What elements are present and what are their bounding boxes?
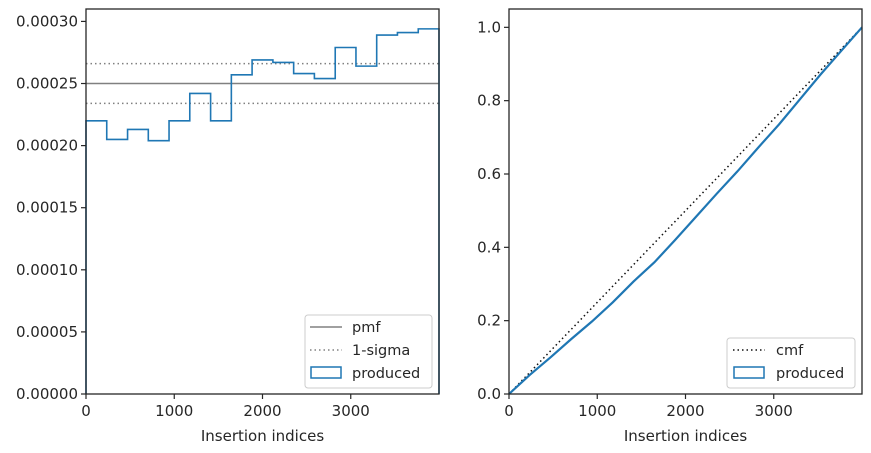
right-y-tick-label: 0.6: [477, 165, 501, 183]
legend-produced-swatch: [310, 366, 342, 379]
right-y-tick-label: 0.2: [477, 312, 501, 330]
left-axis-ticks: 0 1000 2000 3000 0.00000 0.00005 0.00010 0.0001…: [16, 12, 370, 420]
right-chart-panel: 0 1000 2000 3000 0.0 0.2 0.4 0.6 0.8 1.0 Insertio…: [477, 8, 863, 445]
left-y-tick-label: 0.00020: [16, 137, 78, 155]
right-legend-box: [726, 337, 856, 389]
right-y-tick-label: 0.8: [477, 92, 501, 110]
right-legend: cmf produced: [726, 337, 856, 389]
legend-produced-swatch-right: [733, 366, 765, 379]
right-x-tick-label: 2000: [666, 402, 704, 420]
right-y-tick-label: 0.0: [477, 385, 501, 403]
left-y-tick-label: 0.00005: [16, 323, 78, 341]
left-y-tick-label: 0.00000: [16, 385, 78, 403]
left-x-tick-label: 1000: [155, 402, 193, 420]
legend-produced-label-right: produced: [776, 366, 844, 382]
left-legend: pmf 1-sigma produced: [304, 314, 433, 389]
right-y-tick-label: 0.4: [477, 238, 501, 256]
right-plot-area: [508, 26, 863, 395]
right-x-tick-label: 1000: [578, 402, 616, 420]
right-x-tick-label: 0: [504, 402, 514, 420]
right-y-tick-label: 1.0: [477, 18, 501, 36]
right-x-axis-label: Insertion indices: [624, 427, 747, 445]
legend-produced-label: produced: [352, 366, 420, 382]
left-x-tick-label: 3000: [332, 402, 370, 420]
right-axis-ticks: 0 1000 2000 3000 0.0 0.2 0.4 0.6 0.8 1.0: [477, 18, 793, 420]
right-axes-frame: [508, 8, 863, 395]
legend-cmf-label: cmf: [776, 343, 804, 359]
left-y-tick-label: 0.00010: [16, 261, 78, 279]
left-legend-box: [304, 314, 433, 389]
left-y-tick-label: 0.00015: [16, 199, 78, 217]
left-y-tick-label: 0.00025: [16, 75, 78, 93]
produced-histogram-step: [85, 28, 440, 394]
left-y-tick-label: 0.00030: [16, 12, 78, 30]
cmf-series-line: [508, 26, 863, 395]
left-x-tick-label: 0: [81, 402, 91, 420]
produced-series-line: [508, 26, 863, 395]
right-x-tick-label: 3000: [755, 402, 793, 420]
left-chart-panel: 0 1000 2000 3000 0.00000 0.00005 0.00010 0.0001…: [16, 8, 440, 445]
left-plot-area: [85, 28, 440, 394]
left-x-axis-label: Insertion indices: [201, 427, 324, 445]
legend-pmf-label: pmf: [352, 320, 381, 336]
left-x-tick-label: 2000: [243, 402, 281, 420]
legend-1-sigma-label: 1-sigma: [352, 343, 410, 359]
